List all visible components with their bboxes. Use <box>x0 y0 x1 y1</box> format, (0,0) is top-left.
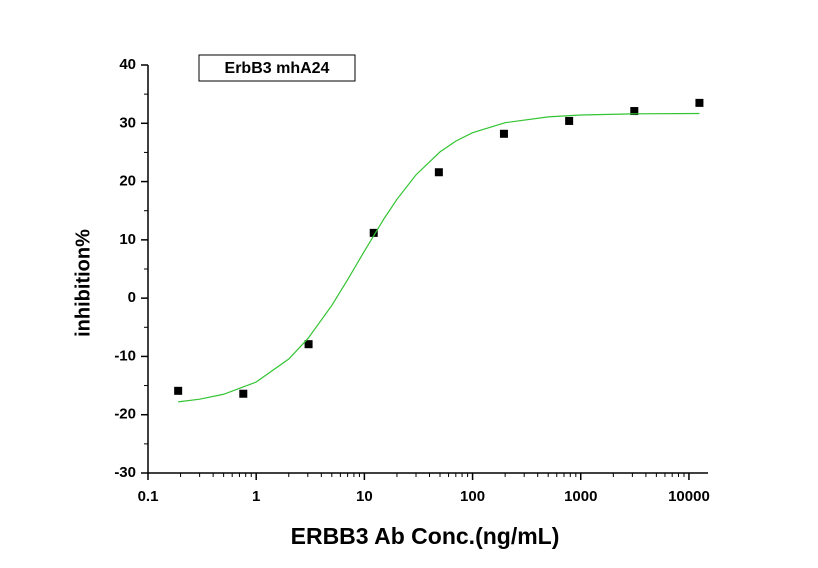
data-point <box>239 389 248 398</box>
y-tick-label: 40 <box>119 56 136 73</box>
data-point <box>695 98 704 107</box>
y-tick-label: 30 <box>119 114 136 131</box>
x-tick-label: 1 <box>252 488 260 505</box>
y-tick-label: -10 <box>114 347 136 364</box>
data-point <box>369 228 378 237</box>
x-tick-label: 1000 <box>564 488 597 505</box>
data-point <box>565 116 574 125</box>
data-point <box>174 386 183 395</box>
annotation-box <box>198 54 356 82</box>
data-point <box>304 340 313 349</box>
x-tick-label: 100 <box>460 488 485 505</box>
annotation: ErbB3 mhA24 <box>225 60 330 77</box>
fit-curve <box>178 112 700 403</box>
x-tick-label: 10 <box>356 488 373 505</box>
data-point <box>630 107 639 116</box>
y-tick-label: -20 <box>114 406 136 423</box>
data-point <box>434 168 443 177</box>
x-tick-label: 10000 <box>668 488 710 505</box>
data-point <box>499 129 508 138</box>
x-tick-label: 0.1 <box>138 488 159 505</box>
y-tick-label: 0 <box>128 289 136 306</box>
x-axis-label: ERBB3 Ab Conc.(ng/mL) <box>291 523 560 549</box>
y-tick-label: 20 <box>119 173 136 190</box>
y-tick-label: -30 <box>114 464 136 481</box>
y-tick-label: 10 <box>119 231 136 248</box>
y-axis-label: inhibition% <box>72 229 94 337</box>
